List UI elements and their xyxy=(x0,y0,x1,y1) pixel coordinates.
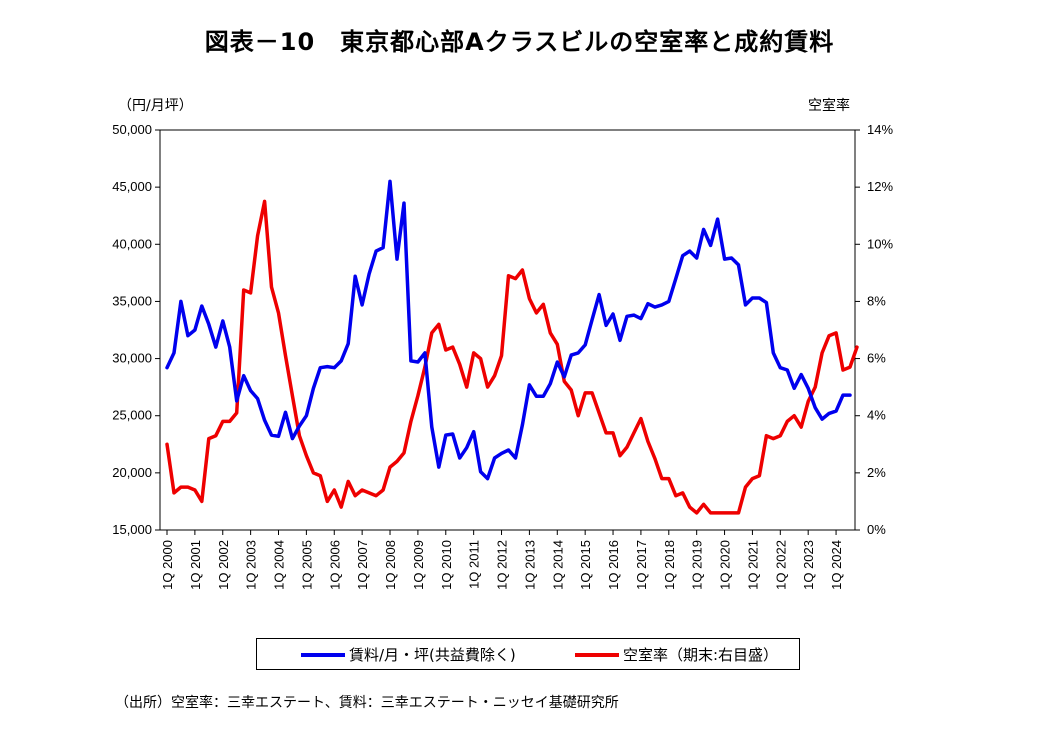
legend: 賃料/月・坪(共益費除く) 空室率（期末:右目盛） xyxy=(256,638,800,670)
x-axis-tick-label: 1Q 2018 xyxy=(662,540,677,590)
x-axis-tick-label: 1Q 2007 xyxy=(355,540,370,590)
x-axis-tick-label: 1Q 2009 xyxy=(411,540,426,590)
x-axis-tick-label: 1Q 2006 xyxy=(327,540,342,590)
x-axis-tick-label: 1Q 2000 xyxy=(160,540,175,590)
x-axis-tick-label: 1Q 2016 xyxy=(606,540,621,590)
x-axis-tick-label: 1Q 2004 xyxy=(272,540,287,590)
right-axis-tick-label: 14% xyxy=(867,122,893,137)
right-axis-tick-label: 10% xyxy=(867,236,893,251)
x-axis-tick-label: 1Q 2003 xyxy=(244,540,259,590)
left-axis-tick-label: 40,000 xyxy=(112,236,152,251)
right-axis-tick-label: 12% xyxy=(867,179,893,194)
x-axis: 1Q 2000 1Q 2001 1Q 2002 1Q 2003 1Q 2004 1Q 20… xyxy=(160,530,844,590)
x-axis-tick-label: 1Q 2017 xyxy=(634,540,649,590)
left-axis-tick-label: 45,000 xyxy=(112,179,152,194)
x-axis-tick-label: 1Q 2021 xyxy=(745,540,760,590)
left-axis-tick-label: 50,000 xyxy=(112,122,152,137)
x-axis-tick-label: 1Q 2013 xyxy=(522,540,537,590)
right-axis-unit-label: 空室率 xyxy=(808,97,850,114)
legend-label-rent: 賃料/月・坪(共益費除く) xyxy=(349,646,516,664)
legend-swatch-vacancy xyxy=(575,652,619,657)
x-axis-tick-label: 1Q 2020 xyxy=(718,540,733,590)
right-axis-tick-label: 0% xyxy=(867,522,886,537)
right-axis-tick-label: 2% xyxy=(867,465,886,480)
x-axis-tick-label: 1Q 2010 xyxy=(439,540,454,590)
chart-title: 図表－10 東京都心部Aクラスビルの空室率と成約賃料 xyxy=(204,28,835,56)
left-axis-unit-label: （円/月坪） xyxy=(118,98,193,114)
source-note: （出所）空室率：三幸エステート、賃料：三幸エステート・ニッセイ基礎研究所 xyxy=(115,695,619,711)
right-axis-tick-label: 4% xyxy=(867,408,886,423)
series-layer xyxy=(165,179,859,515)
left-axis-tick-label: 25,000 xyxy=(112,408,152,423)
x-axis-tick-label: 1Q 2012 xyxy=(495,540,510,590)
left-axis: 15,000 20,000 25,000 30,000 35,000 40,000 45,0… xyxy=(112,122,160,537)
right-axis: 0% 2% 4% 6% 8% 10% 12% 14% xyxy=(855,122,893,537)
x-axis-tick-label: 1Q 2019 xyxy=(690,540,705,590)
rent-series-line xyxy=(165,179,852,481)
legend-swatch-rent xyxy=(301,652,345,657)
right-axis-tick-label: 8% xyxy=(867,293,886,308)
x-axis-tick-label: 1Q 2001 xyxy=(188,540,203,590)
x-axis-tick-label: 1Q 2011 xyxy=(467,540,482,589)
left-axis-tick-label: 35,000 xyxy=(112,293,152,308)
x-axis-tick-label: 1Q 2024 xyxy=(829,540,844,590)
x-axis-tick-label: 1Q 2005 xyxy=(299,540,314,590)
right-axis-tick-label: 6% xyxy=(867,351,886,366)
x-axis-tick-label: 1Q 2022 xyxy=(773,540,788,590)
x-axis-tick-label: 1Q 2015 xyxy=(578,540,593,590)
legend-item-rent: 賃料/月・坪(共益費除く) xyxy=(301,644,516,665)
left-axis-tick-label: 20,000 xyxy=(112,465,152,480)
x-axis-tick-label: 1Q 2014 xyxy=(550,540,565,590)
x-axis-tick-label: 1Q 2023 xyxy=(801,540,816,590)
left-axis-tick-label: 30,000 xyxy=(112,351,152,366)
legend-item-vacancy: 空室率（期末:右目盛） xyxy=(575,644,778,665)
x-axis-tick-label: 1Q 2008 xyxy=(383,540,398,590)
left-axis-tick-label: 15,000 xyxy=(112,522,152,537)
legend-label-vacancy: 空室率（期末:右目盛） xyxy=(623,646,779,664)
x-axis-tick-label: 1Q 2002 xyxy=(216,540,231,590)
vacancy-series-line xyxy=(165,199,859,515)
plot-area xyxy=(159,129,856,531)
